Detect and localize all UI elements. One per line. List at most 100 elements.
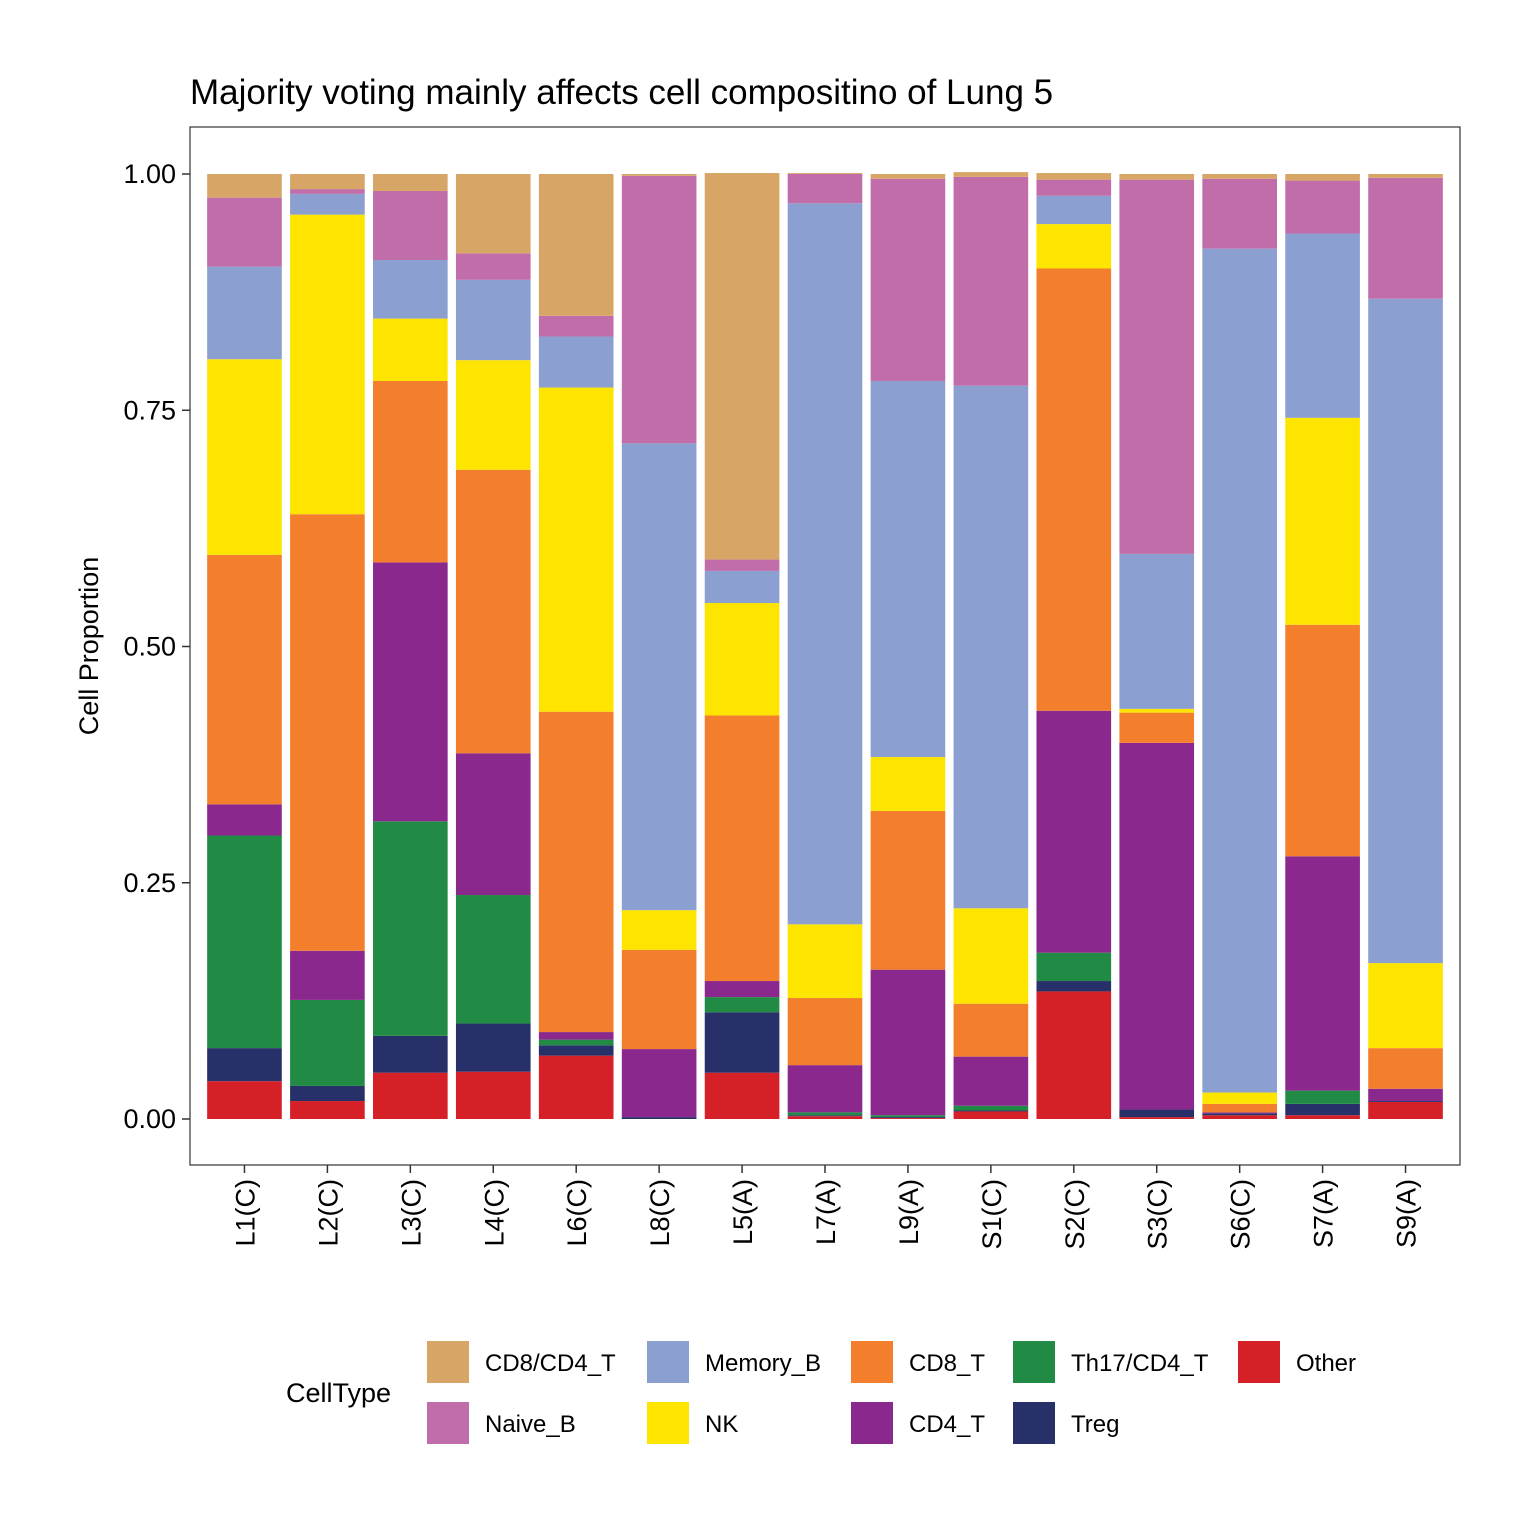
bar-segment-other-9	[870, 1118, 946, 1119]
bar-segment-nk-4	[455, 360, 531, 470]
bar-segment-naive-b-12	[1119, 179, 1195, 554]
bar-segment-cd8-cd4-t-10	[953, 172, 1029, 177]
bar-segment-memory-b-10	[953, 385, 1029, 909]
bar-segment-treg-8	[787, 1115, 863, 1117]
bar-segment-treg-12	[1119, 1109, 1195, 1118]
bar-segment-cd8-cd4-t-9	[870, 174, 946, 179]
bar-segment-cd8-cd4-t-4	[455, 174, 531, 254]
bar-segment-cd8-t-6	[621, 949, 697, 1050]
legend-key-cd4-t	[851, 1402, 893, 1444]
bar-segment-cd8-cd4-t-13	[1202, 174, 1277, 179]
y-axis-title: Cell Proportion	[74, 557, 104, 736]
x-tick-label: L9(A)	[894, 1179, 924, 1245]
bar-segment-nk-10	[953, 908, 1029, 1004]
bar-segment-treg-10	[953, 1110, 1029, 1112]
bar-segment-cd4-t-9	[870, 969, 946, 1116]
legend-label-cd4-t: CD4_T	[909, 1411, 985, 1438]
bar-segment-cd8-t-3	[373, 380, 448, 563]
bar-segment-cd4-t-4	[455, 753, 531, 896]
bar-segment-nk-2	[290, 214, 365, 515]
bar-segment-cd8-t-11	[1036, 268, 1112, 711]
x-tick-label: L8(C)	[645, 1179, 675, 1247]
bar-segment-memory-b-9	[870, 380, 946, 758]
bar-segment-treg-7	[704, 1012, 780, 1073]
legend-label-memory-b: Memory_B	[705, 1350, 821, 1377]
bar-segment-nk-13	[1202, 1092, 1277, 1104]
bar-segment-cd8-t-10	[953, 1003, 1029, 1057]
bar-segment-memory-b-3	[373, 260, 448, 319]
bar-segment-cd8-cd4-t-1	[207, 174, 282, 198]
y-axis: 0.00 0.25 0.50 0.75 1.00	[123, 159, 190, 1134]
bar-segment-naive-b-6	[621, 175, 697, 444]
legend-key-cd8-t	[851, 1341, 893, 1383]
x-tick-label: L3(C)	[396, 1179, 426, 1247]
legend-label-cd8-t: CD8_T	[909, 1350, 985, 1377]
bar-segment-cd8-t-12	[1119, 712, 1195, 743]
bar-segment-th17-cd4-t-10	[953, 1105, 1029, 1111]
legend-key-other	[1238, 1341, 1280, 1383]
bar-segment-th17-cd4-t-2	[290, 999, 365, 1086]
bar-segment-treg-11	[1036, 981, 1112, 992]
bar-segment-naive-b-4	[455, 253, 531, 280]
bar-segment-treg-9	[870, 1117, 946, 1119]
bar-segment-other-10	[953, 1111, 1029, 1119]
bar-segment-other-4	[455, 1071, 531, 1119]
chart-title: Majority voting mainly affects cell comp…	[190, 73, 1053, 112]
x-tick-label: L5(A)	[728, 1179, 758, 1245]
legend-label-nk: NK	[705, 1411, 738, 1438]
x-tick-label: L6(C)	[562, 1179, 592, 1247]
legend-label-cd8-cd4-t: CD8/CD4_T	[485, 1350, 616, 1377]
bar-segment-nk-14	[1285, 417, 1360, 625]
bar-segment-nk-9	[870, 757, 946, 811]
bar-segment-treg-3	[373, 1035, 448, 1073]
legend-key-th17-cd4-t	[1013, 1341, 1055, 1383]
bar-segment-cd4-t-13	[1202, 1112, 1277, 1114]
bar-segment-th17-cd4-t-5	[538, 1039, 614, 1046]
bar-segment-memory-b-14	[1285, 233, 1360, 418]
bar-segment-memory-b-12	[1119, 553, 1195, 709]
bar-segment-cd4-t-2	[290, 950, 365, 1000]
bar-segment-naive-b-3	[373, 191, 448, 260]
x-tick-label: S1(C)	[977, 1179, 1007, 1250]
legend-key-nk	[647, 1402, 689, 1444]
bar-segment-naive-b-11	[1036, 179, 1112, 196]
bar-segment-cd8-t-14	[1285, 624, 1360, 857]
legend-label-other: Other	[1296, 1350, 1356, 1377]
bar-segment-cd8-t-4	[455, 469, 531, 754]
bar-segment-cd4-t-7	[704, 981, 780, 998]
x-tick-label: L1(C)	[230, 1179, 260, 1247]
bar-segment-cd8-cd4-t-11	[1036, 173, 1112, 180]
bars-group	[207, 172, 1443, 1119]
bar-segment-th17-cd4-t-11	[1036, 952, 1112, 982]
bar-segment-treg-2	[290, 1085, 365, 1102]
bar-segment-other-7	[704, 1072, 780, 1119]
bar-segment-naive-b-1	[207, 197, 282, 267]
bar-segment-other-11	[1036, 991, 1112, 1119]
bar-segment-cd8-t-15	[1368, 1048, 1443, 1089]
bar-segment-cd8-cd4-t-5	[538, 174, 614, 316]
bar-segment-th17-cd4-t-9	[870, 1115, 946, 1118]
bar-segment-naive-b-15	[1368, 177, 1443, 299]
bar-segment-nk-7	[704, 603, 780, 716]
bar-segment-memory-b-6	[621, 443, 697, 911]
bar-segment-cd4-t-5	[538, 1032, 614, 1040]
bar-segment-th17-cd4-t-1	[207, 835, 282, 1049]
x-tick-label: S9(A)	[1392, 1179, 1422, 1248]
bar-segment-naive-b-2	[290, 189, 365, 194]
bar-segment-other-13	[1202, 1115, 1277, 1119]
bar-segment-th17-cd4-t-8	[787, 1112, 863, 1116]
bar-segment-cd8-t-9	[870, 810, 946, 970]
bar-segment-cd4-t-1	[207, 804, 282, 836]
bar-segment-cd8-t-1	[207, 554, 282, 805]
bar-segment-cd4-t-3	[373, 562, 448, 822]
bar-segment-naive-b-13	[1202, 178, 1277, 249]
legend-key-memory-b	[647, 1341, 689, 1383]
bar-segment-naive-b-7	[704, 559, 780, 571]
bar-segment-memory-b-15	[1368, 298, 1443, 964]
y-tick-label: 0.50	[123, 632, 176, 662]
x-tick-label: L7(A)	[811, 1179, 841, 1245]
bar-segment-other-12	[1119, 1117, 1195, 1119]
y-tick-label: 0.25	[123, 868, 176, 898]
x-tick-label: S7(A)	[1309, 1179, 1339, 1248]
